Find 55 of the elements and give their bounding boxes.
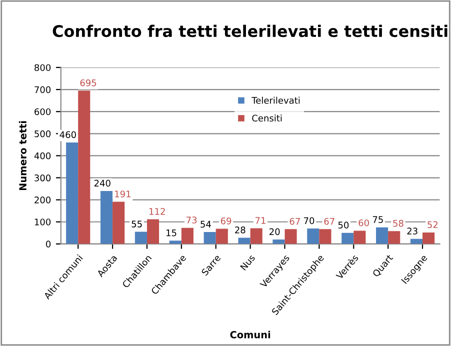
data-label: 191	[115, 190, 130, 198]
y-tick-label: 100	[34, 218, 51, 226]
data-label: 52	[428, 221, 438, 228]
bar	[272, 240, 285, 244]
data-label: 23	[407, 228, 418, 234]
data-label: 69	[220, 217, 232, 224]
data-label: 54	[200, 220, 211, 228]
bar	[284, 229, 297, 244]
data-label: 67	[290, 218, 300, 225]
data-label: 70	[304, 217, 314, 224]
data-label: 112	[150, 208, 165, 215]
bar	[319, 229, 332, 244]
data-label: 28	[235, 226, 246, 234]
bar	[169, 240, 182, 244]
bar	[146, 219, 160, 244]
bar	[342, 232, 354, 244]
data-label: 73	[186, 216, 197, 224]
data-label: 240	[94, 180, 110, 187]
y-tick-label: 0	[46, 240, 51, 248]
bar	[78, 90, 90, 244]
data-label: 695	[80, 79, 96, 86]
bar	[422, 232, 435, 244]
data-label: 15	[166, 230, 176, 236]
data-label: 20	[270, 228, 280, 236]
bar	[216, 228, 228, 244]
chart-title: Confronto fra tetti telerilevati e tetti censiti	[52, 24, 448, 38]
bar	[376, 227, 388, 244]
data-label: 50	[338, 222, 349, 229]
y-tick-label: 800	[34, 64, 51, 72]
bar	[250, 228, 262, 244]
data-label: 67	[324, 218, 334, 225]
bar	[181, 228, 194, 244]
data-label: 71	[255, 217, 266, 224]
y-tick-label: 300	[34, 174, 51, 182]
y-tick-label: 400	[34, 152, 51, 160]
x-tick-label: Nus	[240, 254, 256, 271]
legend-label: Telerilevati	[252, 96, 300, 104]
data-label: 58	[393, 220, 404, 227]
data-label: 55	[132, 220, 142, 228]
bar	[134, 232, 147, 244]
y-tick-label: 600	[34, 108, 51, 116]
data-label: 460	[60, 131, 76, 138]
x-axis-title: Comuni	[230, 330, 270, 338]
y-axis-title: Numero tetti	[18, 121, 26, 190]
y-tick-label: 500	[34, 130, 51, 138]
bar	[307, 228, 320, 244]
bar	[204, 232, 216, 244]
bar	[354, 230, 366, 244]
y-tick-label: 200	[34, 196, 51, 204]
bar	[100, 190, 113, 244]
legend-label: Censiti	[252, 114, 282, 122]
y-tick-label: 700	[34, 86, 51, 94]
data-label: 75	[372, 216, 383, 223]
data-label: 60	[358, 219, 369, 226]
bar	[388, 231, 400, 244]
